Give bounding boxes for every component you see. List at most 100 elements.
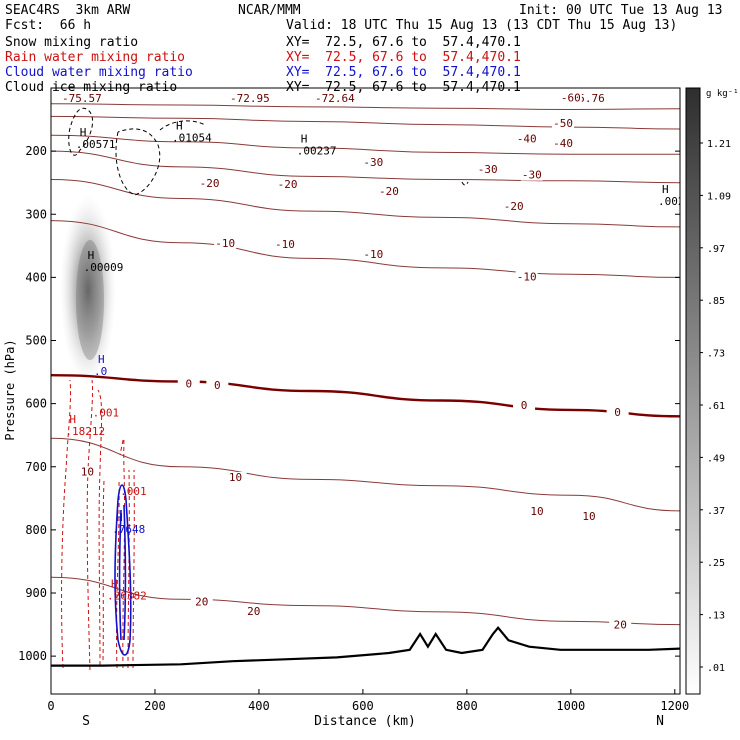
contour-label: 10 bbox=[81, 465, 94, 478]
rain-water-contour bbox=[132, 469, 135, 669]
high-value-label: .00237 bbox=[297, 144, 337, 157]
x-end-label-north: N bbox=[656, 714, 664, 729]
y-tick-label: 200 bbox=[25, 144, 47, 158]
high-value-label: .01054 bbox=[172, 132, 212, 145]
colorbar-label: .49 bbox=[707, 453, 725, 464]
colorbar-label: .97 bbox=[707, 244, 725, 255]
contour-label: 0 bbox=[521, 399, 528, 412]
high-value-label: .0 bbox=[94, 365, 107, 378]
colorbar-label: .25 bbox=[707, 558, 725, 569]
contour-label-bg bbox=[214, 237, 237, 249]
contour-label-bg bbox=[242, 605, 265, 617]
contour-label-bg bbox=[76, 466, 99, 478]
high-value-label: .0020 bbox=[658, 195, 691, 208]
cloud-ice-contour bbox=[159, 120, 206, 131]
high-marker: H bbox=[116, 511, 123, 524]
colorbar-label: .37 bbox=[707, 506, 725, 517]
contour-label-bg bbox=[513, 400, 536, 412]
contour-label: -50 bbox=[553, 117, 573, 130]
rain-water-contour bbox=[116, 479, 120, 669]
contour-label: 0 bbox=[185, 378, 192, 391]
contour-label: 10 bbox=[582, 510, 595, 523]
field-name-rain: Rain water mixing ratio bbox=[5, 50, 186, 65]
y-tick-label: 1000 bbox=[18, 649, 47, 663]
contour-label: 0 bbox=[214, 379, 221, 392]
contour-label: 10 bbox=[229, 471, 242, 484]
rain-water-contour bbox=[119, 438, 126, 669]
contour-label-bg bbox=[276, 179, 299, 191]
high-marker: H bbox=[301, 132, 308, 145]
forecast-hour: Fcst: 66 h bbox=[5, 18, 92, 33]
isotherm-line bbox=[51, 437, 680, 512]
field-name-snow: Snow mixing ratio bbox=[5, 35, 139, 50]
contour-label-bg bbox=[476, 163, 499, 175]
contour-label: -20 bbox=[278, 178, 298, 191]
contour-label-bg bbox=[224, 472, 247, 484]
contour-label: -10 bbox=[215, 237, 235, 250]
plot-frame bbox=[50, 87, 681, 695]
valid-time: Valid: 18 UTC Thu 15 Aug 13 (13 CDT Thu … bbox=[286, 18, 678, 33]
contour-label-bg bbox=[606, 406, 629, 418]
contour-label-bg bbox=[552, 138, 575, 150]
cloud-ice-contour bbox=[461, 181, 469, 186]
contour-label: -30 bbox=[522, 169, 542, 182]
contour-label: -10 bbox=[275, 238, 295, 251]
rain-water-contour bbox=[127, 469, 130, 669]
high-marker: H bbox=[69, 413, 76, 426]
contour-label-bg bbox=[190, 596, 213, 608]
isotherm-line bbox=[51, 220, 680, 278]
contour-label-bg bbox=[377, 186, 400, 198]
x-tick-label: 1200 bbox=[660, 699, 689, 713]
contour-label: 10 bbox=[530, 505, 543, 518]
contour-label: 20 bbox=[614, 619, 627, 632]
contour-label: -10 bbox=[517, 270, 537, 283]
colorbar-unit: g kg⁻¹ bbox=[706, 89, 739, 99]
contour-label-bg bbox=[526, 506, 549, 518]
contour-label-bg bbox=[206, 379, 229, 391]
cloud-water-contour bbox=[123, 504, 127, 641]
y-tick-label: 600 bbox=[25, 397, 47, 411]
rain-contour-label: .001 bbox=[120, 485, 147, 498]
init-time: Init: 00 UTC Tue 13 Aug 13 bbox=[519, 3, 723, 18]
high-value-label: .00009 bbox=[84, 261, 124, 274]
snow-shading bbox=[60, 195, 116, 385]
isotherm-line bbox=[51, 150, 680, 184]
high-value-label: .26382 bbox=[107, 589, 147, 602]
contour-label-bg bbox=[515, 133, 538, 145]
contour-label-bg bbox=[273, 239, 296, 251]
high-marker: H bbox=[111, 577, 118, 590]
high-marker: H bbox=[176, 120, 183, 133]
top-temperature-label: -72.95 bbox=[230, 92, 270, 105]
colorbar-label: .73 bbox=[707, 349, 725, 360]
contour-label: -30 bbox=[478, 163, 498, 176]
high-value-label: .7648 bbox=[112, 523, 145, 536]
terrain-line bbox=[51, 625, 680, 667]
rain-water-contour bbox=[61, 379, 72, 669]
field-name-cloud-water: Cloud water mixing ratio bbox=[5, 65, 193, 80]
rain-contour-label: .001 bbox=[93, 406, 120, 419]
colorbar-label: .85 bbox=[707, 296, 725, 307]
high-marker: H bbox=[98, 353, 105, 366]
x-tick-label: 1000 bbox=[556, 699, 585, 713]
contour-label: 0 bbox=[614, 406, 621, 419]
contour-label: -10 bbox=[363, 248, 383, 261]
y-tick-label: 400 bbox=[25, 270, 47, 284]
y-tick-label: 700 bbox=[25, 460, 47, 474]
rain-water-contour bbox=[86, 379, 94, 671]
rain-water-contour bbox=[102, 479, 105, 661]
high-value-label: .00571 bbox=[76, 138, 116, 151]
contour-label-bg bbox=[609, 619, 632, 631]
contour-label: -20 bbox=[504, 200, 524, 213]
x-tick-label: 800 bbox=[456, 699, 478, 713]
x-tick-label: 400 bbox=[248, 699, 270, 713]
contour-label: -40 bbox=[517, 133, 537, 146]
top-temperature-label: -72.64 bbox=[315, 92, 355, 105]
colorbar-label: .13 bbox=[707, 611, 725, 622]
isotherm-line bbox=[51, 115, 680, 130]
colorbar-label: 1.21 bbox=[707, 139, 731, 150]
x-tick-label: 200 bbox=[144, 699, 166, 713]
colorbar-scale bbox=[685, 87, 701, 695]
high-value-label: .18212 bbox=[65, 425, 105, 438]
high-marker: H bbox=[80, 126, 87, 139]
high-marker: H bbox=[88, 249, 95, 262]
